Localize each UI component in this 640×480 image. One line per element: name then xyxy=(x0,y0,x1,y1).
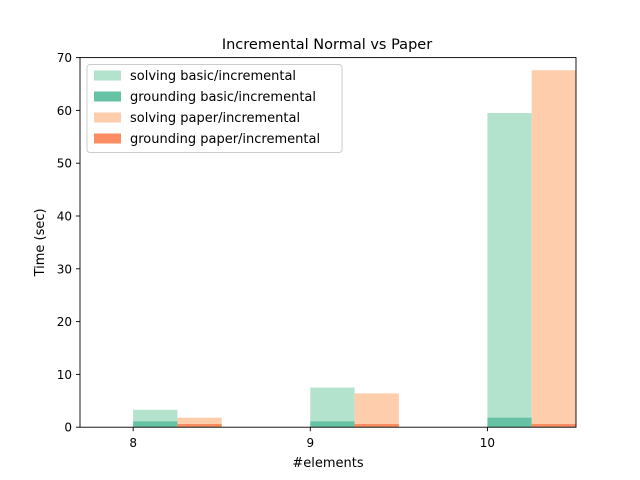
y-tick-label: 10 xyxy=(57,368,72,382)
y-tick-label: 40 xyxy=(57,210,72,224)
bar-grounding-basic-9 xyxy=(310,421,355,428)
bar-grounding-paper-9 xyxy=(354,424,399,428)
legend-label: grounding paper/incremental xyxy=(130,132,320,147)
x-ticks: 8 9 10 xyxy=(129,427,495,450)
legend-label: solving basic/incremental xyxy=(130,69,296,84)
bar-solving-paper-9 xyxy=(354,393,399,428)
y-tick-label: 50 xyxy=(57,157,72,171)
x-tick-label: 9 xyxy=(306,436,314,450)
chart-title: Incremental Normal vs Paper xyxy=(222,37,432,53)
y-tick-label: 70 xyxy=(57,51,72,65)
bar-solving-paper-10 xyxy=(531,70,576,428)
legend-swatch xyxy=(94,70,121,81)
y-tick-label: 60 xyxy=(57,104,72,118)
bar-grounding-basic-8 xyxy=(133,421,178,428)
legend-swatch xyxy=(94,91,121,102)
bar-solving-basic-10 xyxy=(487,113,532,428)
legend: solving basic/incremental grounding basic… xyxy=(86,64,343,153)
legend-label: grounding basic/incremental xyxy=(130,90,316,105)
x-tick-label: 8 xyxy=(129,436,137,450)
x-axis-label: #elements xyxy=(292,456,363,471)
bars xyxy=(133,70,576,428)
bar-grounding-paper-10 xyxy=(531,424,576,428)
x-tick-label: 10 xyxy=(480,436,495,450)
legend-box xyxy=(86,64,343,153)
y-tick-label: 30 xyxy=(57,262,72,276)
bar-grounding-basic-10 xyxy=(487,417,532,428)
legend-swatch xyxy=(94,133,121,144)
plot-frame xyxy=(79,57,577,428)
bar-grounding-paper-8 xyxy=(177,424,222,428)
y-tick-label: 0 xyxy=(64,421,72,435)
y-axis-label: Time (sec) xyxy=(33,208,48,277)
axes xyxy=(79,57,577,428)
y-tick-label: 20 xyxy=(57,315,72,329)
y-ticks: 0 10 20 30 40 50 60 70 xyxy=(57,51,80,435)
bar-solving-basic-9 xyxy=(310,387,355,428)
legend-swatch xyxy=(94,112,121,123)
legend-label: solving paper/incremental xyxy=(130,111,300,126)
bar-solving-paper-8 xyxy=(177,417,222,428)
